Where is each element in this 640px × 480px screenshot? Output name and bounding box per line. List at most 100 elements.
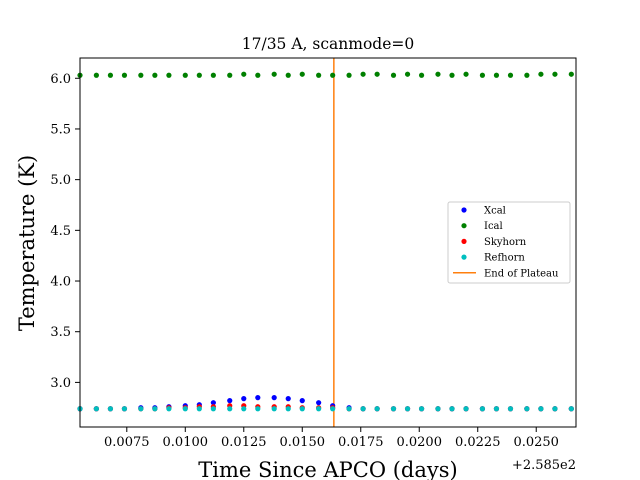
point-refhorn (138, 406, 144, 412)
legend-label-end-of-plateau: End of Plateau (484, 268, 559, 279)
point-refhorn (493, 406, 500, 412)
x-tick-label: 0.0100 (163, 435, 209, 450)
x-tick-label: 0.0075 (104, 435, 150, 450)
point-ical (138, 72, 144, 78)
marks-layer (77, 71, 574, 412)
point-ical (538, 71, 544, 77)
legend: Xcal Ical Skyhorn Refhorn End of Plateau (447, 201, 571, 284)
point-ical (196, 72, 202, 78)
x-tick-label: 0.0150 (280, 435, 326, 450)
y-tick-label: 5.5 (50, 122, 71, 137)
legend-marker-xcal (461, 207, 467, 213)
point-ical (330, 72, 336, 78)
y-tick-label: 3.0 (50, 376, 71, 391)
point-refhorn (210, 406, 216, 412)
point-ical (121, 72, 128, 78)
point-refhorn (285, 406, 291, 412)
point-refhorn (196, 406, 202, 412)
legend-label-skyhorn: Skyhorn (484, 237, 527, 248)
point-xcal (299, 398, 305, 404)
point-refhorn (121, 406, 128, 412)
point-ical (93, 72, 99, 78)
point-ical (390, 72, 397, 78)
point-xcal (241, 396, 247, 402)
point-ical (166, 72, 172, 78)
point-ical (418, 72, 425, 78)
point-refhorn (299, 406, 305, 412)
x-tick-label: 0.0125 (221, 435, 267, 450)
point-refhorn (404, 406, 411, 412)
point-refhorn (152, 406, 158, 412)
legend-label-xcal: Xcal (484, 206, 506, 217)
point-refhorn (241, 406, 247, 412)
point-ical (210, 72, 216, 78)
point-refhorn (479, 406, 486, 412)
y-tick-label: 5.0 (50, 173, 71, 188)
point-ical (493, 72, 500, 78)
x-tick-label: 0.0250 (513, 435, 559, 450)
x-axis-offset-label: +2.585e2 (512, 458, 576, 473)
point-refhorn (507, 406, 514, 412)
point-refhorn (346, 406, 352, 412)
x-ticks: 0.0075 0.0100 0.0125 0.0150 0.0175 0.0200 0.02… (104, 427, 559, 450)
point-refhorn (524, 406, 530, 412)
series-refhorn (77, 406, 574, 412)
point-ical (316, 72, 322, 78)
legend-items: Xcal Ical Skyhorn Refhorn End of Plateau (453, 206, 559, 279)
point-ical (271, 71, 277, 77)
point-refhorn (93, 406, 99, 412)
x-axis-label: Time Since APCO (days) (198, 458, 457, 480)
point-refhorn (330, 406, 336, 412)
point-refhorn (166, 406, 172, 412)
point-ical (435, 71, 441, 77)
point-ical (524, 72, 530, 78)
point-refhorn (255, 406, 261, 412)
point-ical (463, 71, 469, 77)
point-refhorn (538, 406, 544, 412)
point-refhorn (435, 406, 441, 412)
point-ical (374, 71, 380, 77)
y-axis-label: Temperature (K) (15, 155, 39, 331)
point-xcal (255, 395, 261, 401)
point-xcal (210, 400, 216, 406)
point-ical (182, 72, 188, 78)
y-tick-label: 6.0 (50, 72, 71, 87)
point-ical (507, 72, 514, 78)
point-refhorn (182, 406, 188, 412)
point-refhorn (107, 406, 114, 412)
point-ical (404, 71, 411, 77)
point-refhorn (316, 406, 322, 412)
point-xcal (271, 395, 277, 401)
point-refhorn (390, 406, 397, 412)
point-refhorn (360, 406, 366, 412)
legend-marker-ical (461, 223, 467, 229)
point-ical (152, 72, 158, 78)
point-ical (227, 72, 233, 78)
series-ical (77, 71, 574, 78)
point-ical (107, 72, 114, 78)
y-ticks: 3.0 3.5 4.0 4.5 5.0 5.5 6.0 (50, 72, 80, 391)
chart-title: 17/35 A, scanmode=0 (242, 35, 414, 53)
point-ical (241, 71, 247, 77)
point-refhorn (418, 406, 425, 412)
point-ical (479, 72, 486, 78)
point-ical (346, 72, 352, 78)
plot-area (77, 58, 574, 427)
point-refhorn (449, 406, 455, 412)
point-ical (299, 71, 305, 77)
point-refhorn (552, 406, 558, 412)
point-refhorn (227, 406, 233, 412)
point-refhorn (463, 406, 469, 412)
legend-label-ical: Ical (484, 221, 503, 232)
x-tick-label: 0.0225 (455, 435, 501, 450)
point-xcal (227, 398, 233, 404)
legend-marker-refhorn (461, 254, 467, 260)
y-tick-label: 4.5 (50, 224, 71, 239)
y-tick-label: 4.0 (50, 275, 71, 290)
point-refhorn (374, 406, 380, 412)
point-ical (568, 71, 574, 77)
point-ical (360, 71, 366, 77)
legend-label-refhorn: Refhorn (484, 253, 525, 264)
point-ical (449, 72, 455, 78)
